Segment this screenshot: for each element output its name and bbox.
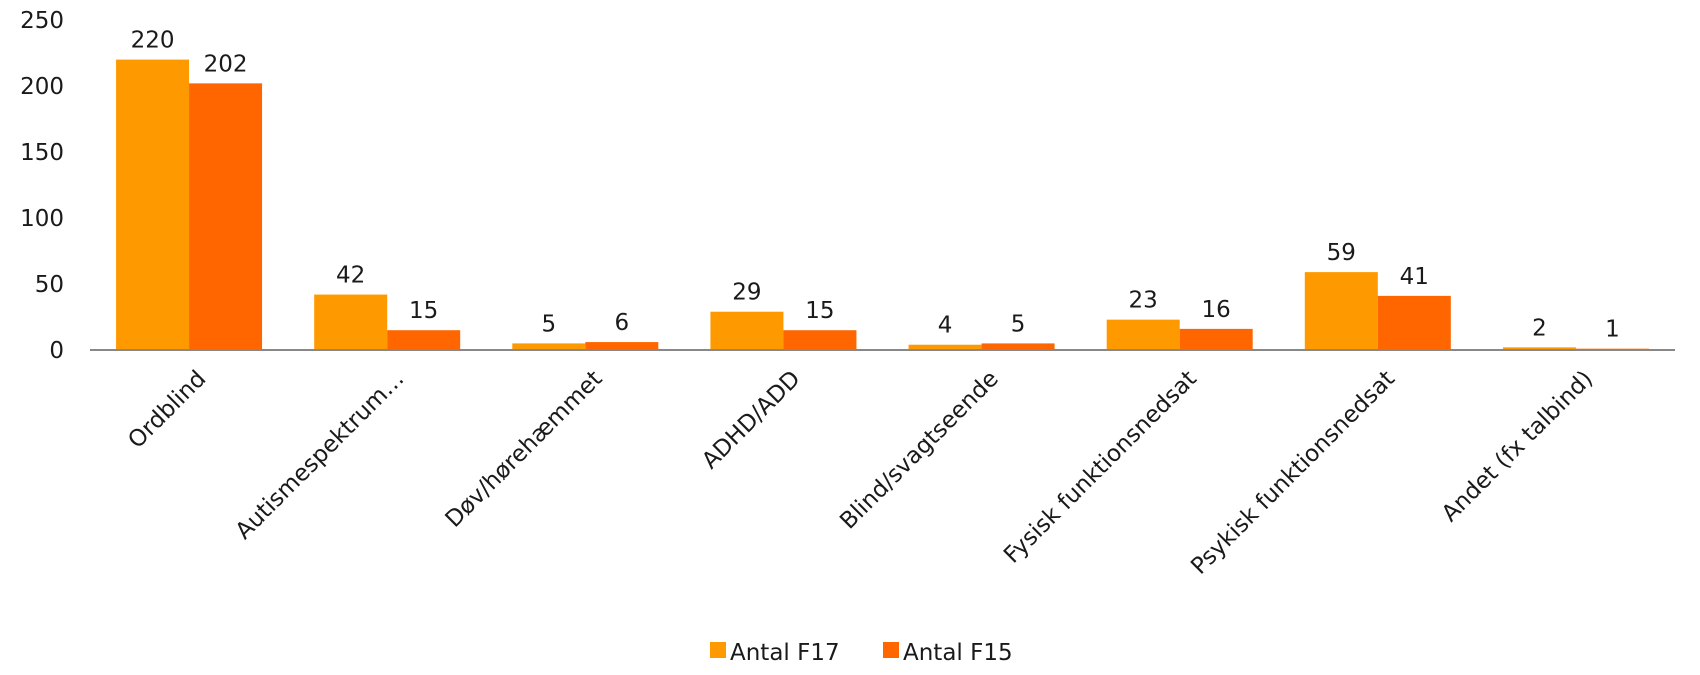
y-axis: 0 50 100 150 200 250 xyxy=(20,8,64,364)
y-tick-label: 200 xyxy=(20,74,64,100)
data-label: 16 xyxy=(1202,297,1231,323)
category-label: Fysisk funktionsnedsat xyxy=(999,366,1202,569)
y-tick-label: 0 xyxy=(49,338,64,364)
data-label: 5 xyxy=(541,311,556,337)
category-label: Døv/hørehæmmet xyxy=(441,366,608,533)
data-label: 5 xyxy=(1011,311,1026,337)
data-label: 4 xyxy=(938,313,953,339)
bars xyxy=(116,59,1649,351)
legend-label: Antal F17 xyxy=(730,640,840,666)
data-labels: 220 202 42 15 5 6 29 15 4 5 23 16 59 41 2 1 xyxy=(131,28,1620,343)
bar xyxy=(1304,272,1378,350)
bar xyxy=(387,330,461,350)
legend-swatch xyxy=(710,642,726,658)
y-tick-label: 250 xyxy=(20,8,64,34)
category-label: Andet (fx talbind) xyxy=(1437,366,1598,527)
bar xyxy=(116,59,190,350)
y-tick-label: 50 xyxy=(35,272,64,298)
data-label: 2 xyxy=(1532,315,1547,341)
data-label: 15 xyxy=(409,298,438,324)
data-label: 220 xyxy=(131,28,175,54)
data-label: 6 xyxy=(614,310,629,336)
category-label: ADHD/ADD xyxy=(697,366,805,474)
bar xyxy=(585,342,659,350)
x-axis-labels: Ordblind Autismespektrum… Døv/hørehæmmet AD… xyxy=(123,366,1598,580)
bar xyxy=(908,344,982,350)
bar xyxy=(1106,319,1180,350)
bar xyxy=(1502,347,1576,350)
data-label: 29 xyxy=(732,280,761,306)
bar xyxy=(314,294,388,350)
y-tick-label: 150 xyxy=(20,140,64,166)
legend-label: Antal F15 xyxy=(903,640,1013,666)
data-label: 42 xyxy=(336,263,365,289)
y-tick-label: 100 xyxy=(20,206,64,232)
data-label: 15 xyxy=(805,298,834,324)
data-label: 23 xyxy=(1129,288,1158,314)
bar xyxy=(783,330,857,350)
category-label: Ordblind xyxy=(123,366,211,454)
data-label: 59 xyxy=(1327,240,1356,266)
legend: Antal F17 Antal F15 xyxy=(710,640,1013,666)
data-label: 202 xyxy=(204,51,248,77)
bar xyxy=(512,343,586,350)
data-label: 1 xyxy=(1605,317,1620,343)
bar xyxy=(710,311,784,350)
bar xyxy=(1179,328,1253,350)
legend-swatch xyxy=(883,642,899,658)
category-label: Psykisk funktionsnedsat xyxy=(1186,366,1400,580)
bar xyxy=(981,343,1055,350)
bar xyxy=(1377,295,1451,350)
data-label: 41 xyxy=(1400,264,1429,290)
bar xyxy=(189,83,263,351)
category-label: Blind/svagtseende xyxy=(835,366,1004,535)
category-label: Autismespektrum… xyxy=(231,366,410,545)
